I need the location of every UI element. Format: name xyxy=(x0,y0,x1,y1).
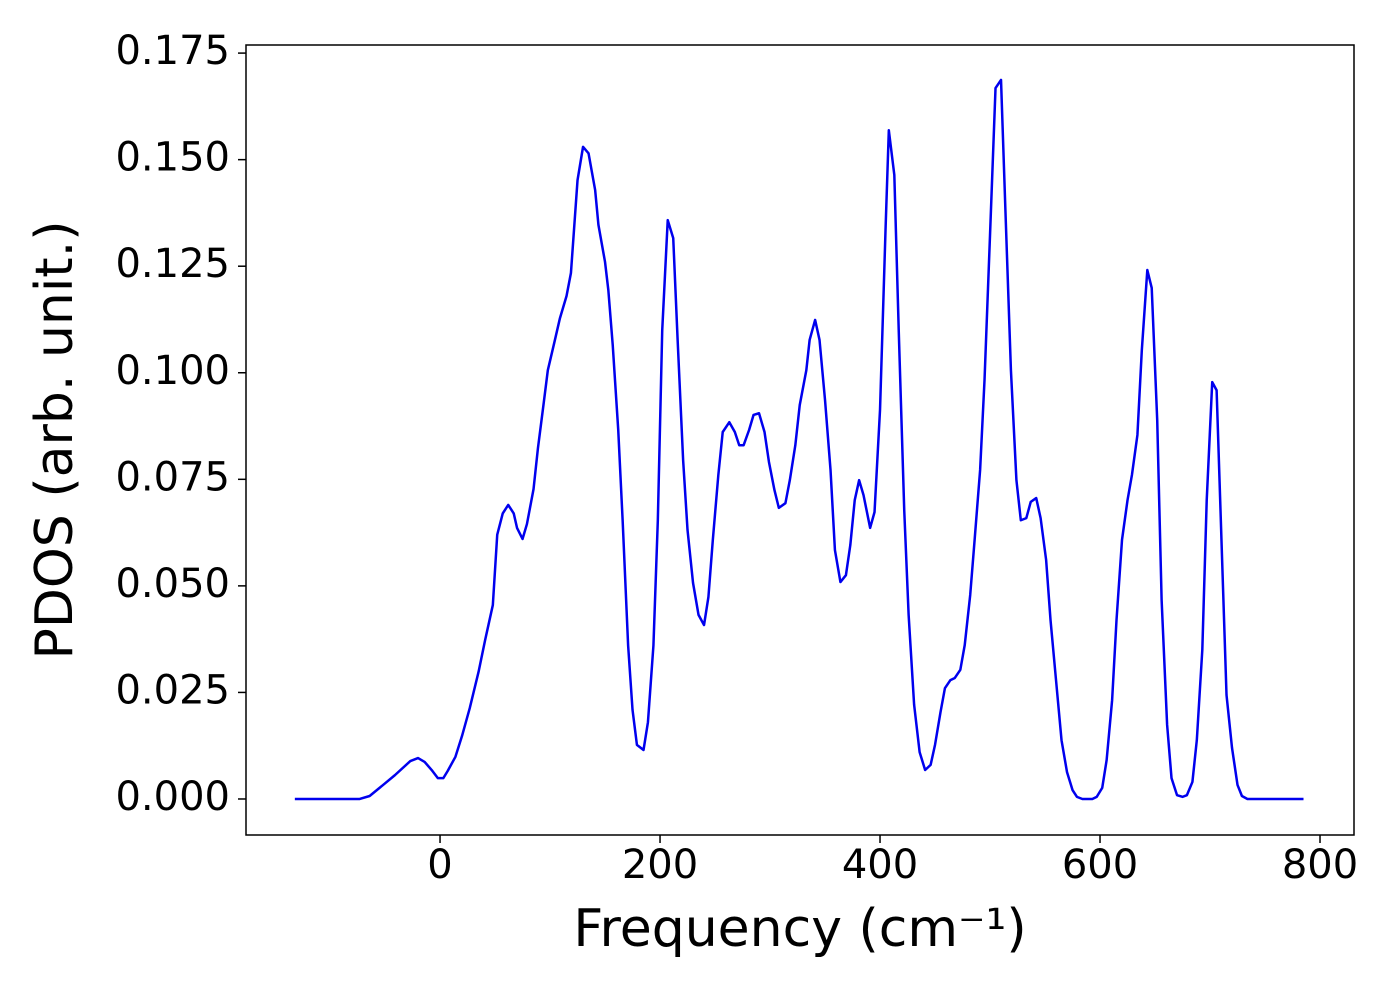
x-tick-label: 400 xyxy=(842,842,918,888)
y-tick-label: 0.025 xyxy=(115,667,230,713)
y-tick-label: 0.075 xyxy=(115,454,230,500)
y-tick-label: 0.150 xyxy=(115,135,230,181)
pdos-line xyxy=(294,78,1304,801)
x-tick-label: 0 xyxy=(427,842,452,888)
x-tick-label: 200 xyxy=(622,842,698,888)
y-axis-label: PDOS (arb. unit.) xyxy=(25,220,85,659)
y-tick-label: 0.100 xyxy=(115,348,230,394)
x-tick-label: 600 xyxy=(1062,842,1138,888)
y-tick-label: 0.175 xyxy=(115,28,230,74)
y-tick-label: 0.000 xyxy=(115,774,230,820)
x-tick-label: 800 xyxy=(1282,842,1358,888)
y-tick-label: 0.125 xyxy=(115,241,230,287)
x-axis-label: Frequency (cm⁻¹) xyxy=(573,899,1026,959)
plot-frame xyxy=(245,44,1355,836)
y-tick-label: 0.050 xyxy=(115,561,230,607)
